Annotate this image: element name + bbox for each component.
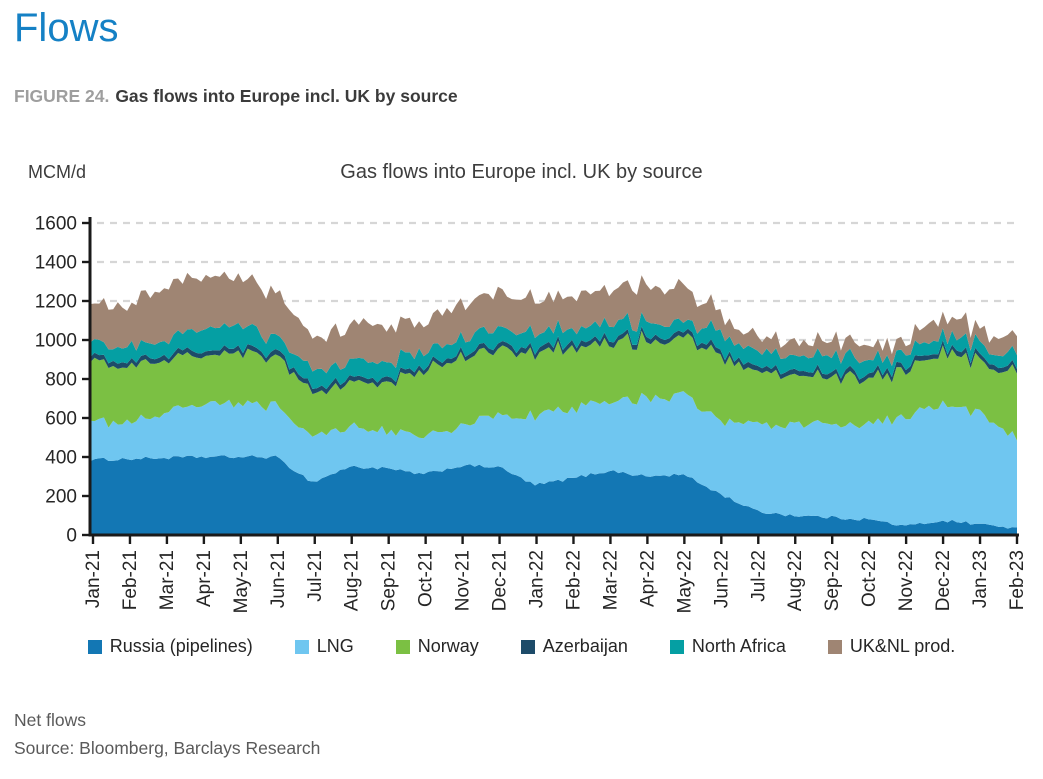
legend-item-uk-nl-prod: UK&NL prod. (827, 636, 956, 657)
x-tick-label-may-22: May-22 (674, 550, 695, 613)
x-tick-label-dec-21: Dec-21 (490, 550, 511, 611)
page-title: Flows (14, 6, 119, 50)
legend-label-uk-nl-prod: UK&NL prod. (849, 636, 956, 656)
x-tick-label-sep-22: Sep-22 (822, 550, 843, 611)
x-tick-label-feb-21: Feb-21 (120, 550, 141, 610)
x-tick-label-may-21: May-21 (231, 550, 252, 613)
stacked-area-chart: 0 200 400 600 800 1000 1200 1400 1600 Jan-21 Feb-2… (35, 214, 1028, 614)
y-tick-label-1400: 1400 (35, 253, 77, 274)
figure-number: FIGURE 24. (14, 86, 110, 106)
x-tick-label-nov-21: Nov-21 (453, 550, 474, 611)
y-tick-label-1000: 1000 (35, 331, 77, 352)
y-tick-label-800: 800 (45, 370, 77, 391)
chart-footnote: Net flows Source: Bloomberg, Barclays Re… (14, 706, 320, 762)
x-tick-label-aug-21: Aug-21 (342, 550, 363, 611)
area-russia-pipelines (90, 455, 1017, 535)
x-tick-label-jun-21: Jun-21 (268, 550, 289, 608)
legend-item-norway: Norway (395, 636, 479, 657)
x-tick-label-jun-22: Jun-22 (711, 550, 732, 608)
y-tick-label-200: 200 (45, 487, 77, 508)
legend-label-north-africa: North Africa (691, 636, 786, 656)
area-lng (90, 391, 1017, 529)
y-tick-label-1600: 1600 (35, 214, 77, 235)
legend-swatch-norway (395, 639, 410, 654)
x-tick-label-oct-21: Oct-21 (416, 550, 437, 607)
x-tick-label-feb-23: Feb-23 (1007, 550, 1028, 610)
x-tick-label-jan-22: Jan-22 (527, 550, 548, 608)
footnote-source: Source: Bloomberg, Barclays Research (14, 738, 321, 758)
legend-label-norway: Norway (417, 636, 479, 656)
area-norway (90, 330, 1017, 441)
legend-item-russia-pipelines: Russia (pipelines) (87, 636, 253, 657)
x-tick-label-mar-22: Mar-22 (600, 550, 621, 610)
legend-swatch-russia-pipelines (87, 639, 102, 654)
area-uk-nl-prod (90, 271, 1017, 374)
x-tick-label-jul-21: Jul-21 (305, 550, 326, 602)
x-tick-label-dec-22: Dec-22 (933, 550, 954, 611)
y-axis-unit-label: MCM/d (28, 162, 86, 182)
x-tick-label-aug-22: Aug-22 (785, 550, 806, 611)
x-tick-label-nov-22: Nov-22 (896, 550, 917, 611)
figure-title: Gas flows into Europe incl. UK by source (115, 86, 458, 106)
legend-swatch-uk-nl-prod (827, 639, 842, 654)
legend-swatch-north-africa (669, 639, 684, 654)
x-tick-label-mar-21: Mar-21 (157, 550, 178, 610)
legend-swatch-lng (294, 639, 309, 654)
legend-swatch-azerbaijan (520, 639, 535, 654)
x-tick-label-jan-21: Jan-21 (83, 550, 104, 608)
y-tick-label-1200: 1200 (35, 292, 77, 313)
x-tick-label-jul-22: Jul-22 (748, 550, 769, 602)
footnote-net-flows: Net flows (14, 710, 86, 730)
chart-legend: Russia (pipelines) LNG Norway Azerbaijan Nor… (0, 636, 1043, 657)
chart-title: Gas flows into Europe incl. UK by source (340, 161, 703, 183)
legend-label-azerbaijan: Azerbaijan (542, 636, 628, 656)
legend-item-azerbaijan: Azerbaijan (520, 636, 628, 657)
legend-item-lng: LNG (294, 636, 354, 657)
x-tick-label-jan-23: Jan-23 (970, 550, 991, 608)
figure-caption: FIGURE 24. Gas flows into Europe incl. UK… (14, 86, 458, 107)
y-tick-label-400: 400 (45, 448, 77, 469)
x-tick-label-apr-22: Apr-22 (637, 550, 658, 607)
legend-label-lng: LNG (316, 636, 354, 656)
y-tick-label-600: 600 (45, 409, 77, 430)
x-tick-label-feb-22: Feb-22 (563, 550, 584, 610)
x-tick-label-sep-21: Sep-21 (379, 550, 400, 611)
legend-label-russia-pipelines: Russia (pipelines) (109, 636, 253, 656)
x-tick-label-apr-21: Apr-21 (194, 550, 215, 607)
x-tick-label-oct-22: Oct-22 (859, 550, 880, 607)
legend-item-north-africa: North Africa (669, 636, 786, 657)
area-north-africa (90, 312, 1017, 390)
y-tick-label-0: 0 (66, 526, 77, 547)
